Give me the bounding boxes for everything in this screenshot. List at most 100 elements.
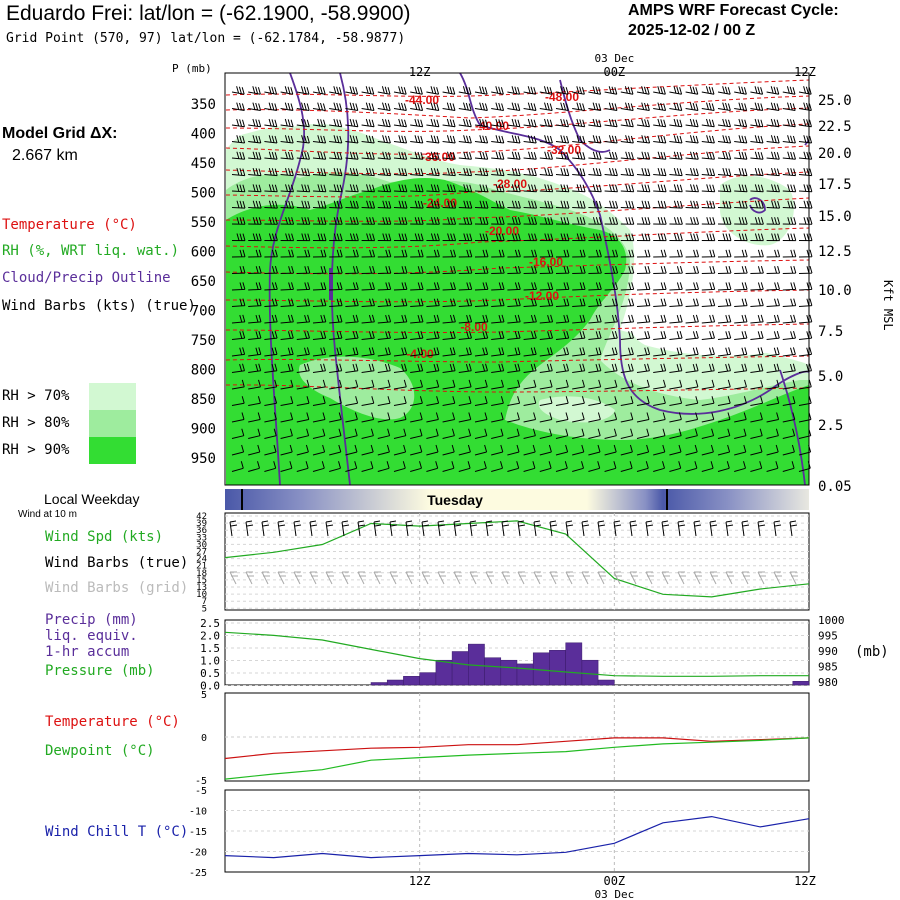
wind-barb (458, 298, 473, 307)
temperature-contour-label: -8.00 (460, 320, 488, 334)
wind-barb (539, 282, 554, 291)
wind-barb-true (341, 520, 350, 537)
wind-barb (588, 282, 602, 291)
wind-barb (426, 330, 440, 340)
wind-barb (458, 200, 473, 209)
precip-bar (581, 659, 599, 686)
wind-barb (393, 200, 408, 209)
wind-barb (620, 396, 634, 406)
wind-barb (491, 86, 504, 95)
wind-barb (620, 102, 634, 111)
wind-barb (539, 428, 553, 439)
wind-barb (474, 396, 488, 406)
wind-barb-true (261, 520, 270, 537)
wind-barb (458, 347, 472, 357)
wind-barb (426, 282, 440, 291)
wind-barb (442, 444, 455, 456)
precip-tick: 2.5 (200, 617, 220, 630)
wind-barb (426, 363, 440, 373)
wind-barb (361, 118, 375, 128)
wind-barb (523, 217, 538, 225)
wind-barb (507, 184, 521, 193)
wind-barb (620, 412, 634, 423)
temp-tick: 0 (201, 733, 207, 744)
wind-barb (296, 265, 311, 274)
wind-barb (636, 461, 649, 472)
wind-barb (474, 444, 488, 456)
wind-barb (377, 167, 392, 177)
precip-tick: 1.5 (200, 642, 220, 655)
wind-barb (393, 428, 407, 439)
wind-barb (491, 461, 503, 472)
wind-barb (507, 118, 521, 128)
wind-barb (345, 184, 359, 193)
wind-barb (345, 428, 358, 439)
wind-barb (620, 298, 635, 307)
wind-barb (701, 217, 716, 225)
wind-barb (717, 282, 732, 291)
wind-barb (296, 314, 311, 324)
wind-barb (539, 396, 553, 406)
wind-barb (329, 265, 343, 274)
wind-barb (555, 217, 570, 225)
wind-barb (361, 233, 376, 242)
wind-barb (555, 86, 569, 95)
wind-barb (798, 86, 812, 95)
wind-barb-true (533, 520, 542, 537)
wind-barb (717, 330, 732, 340)
wind-barb (734, 200, 748, 209)
wind-barb-true (645, 520, 654, 537)
wind-barb (361, 396, 375, 406)
wind-barb (280, 249, 295, 258)
wind-barb (296, 217, 311, 225)
wind-barb (669, 282, 683, 291)
wind-barb (717, 184, 732, 193)
wind-barb (636, 412, 650, 423)
wind-barb (361, 428, 374, 439)
wind-barb (442, 102, 456, 111)
wind-barb (507, 428, 520, 439)
wind-barb (312, 151, 327, 160)
wind-barb (377, 396, 391, 406)
wind-barb (701, 135, 715, 144)
wind-barb (312, 135, 327, 144)
wind-barb (410, 184, 424, 193)
wind-barb (750, 314, 764, 324)
wind-barb (701, 412, 715, 423)
wind-speed-tick: 36 (196, 526, 207, 536)
wind-barb (329, 184, 343, 193)
wind-barb (410, 396, 423, 406)
wind-barb (410, 298, 424, 307)
wind-barb (474, 200, 489, 209)
wind-barb (685, 167, 699, 177)
wind-barb (458, 282, 473, 291)
height-tick: 10.0 (818, 283, 852, 299)
wind-barb-true (581, 520, 590, 537)
wind-barb (701, 363, 715, 373)
wind-barb (555, 444, 569, 456)
wind-barb (329, 363, 343, 373)
wind-barb (296, 412, 310, 423)
wind-barb (523, 298, 537, 307)
wind-barb (474, 167, 489, 177)
wind-barb (636, 151, 651, 160)
wind-barb (750, 282, 764, 291)
wind-barb-true (629, 520, 638, 537)
temperature-contour-label: -28.00 (493, 177, 527, 191)
wind-barb (442, 265, 457, 274)
wind-barb (701, 102, 715, 111)
wind-barb-grid (229, 571, 238, 585)
label-wind-barbs-true: Wind Barbs (true) (45, 555, 189, 571)
wind-barb (377, 314, 392, 324)
wind-barb (588, 151, 602, 160)
wind-barb (636, 249, 651, 258)
wind-barb (507, 412, 520, 423)
wind-speed-tick: 18 (196, 569, 207, 579)
wind-barb (555, 379, 569, 390)
wind-barb (458, 167, 473, 177)
wind-barb (750, 86, 764, 95)
wind-barb (410, 249, 424, 258)
wind-barb (393, 102, 407, 111)
wind-barb (442, 461, 455, 472)
wind-barb (474, 379, 488, 390)
